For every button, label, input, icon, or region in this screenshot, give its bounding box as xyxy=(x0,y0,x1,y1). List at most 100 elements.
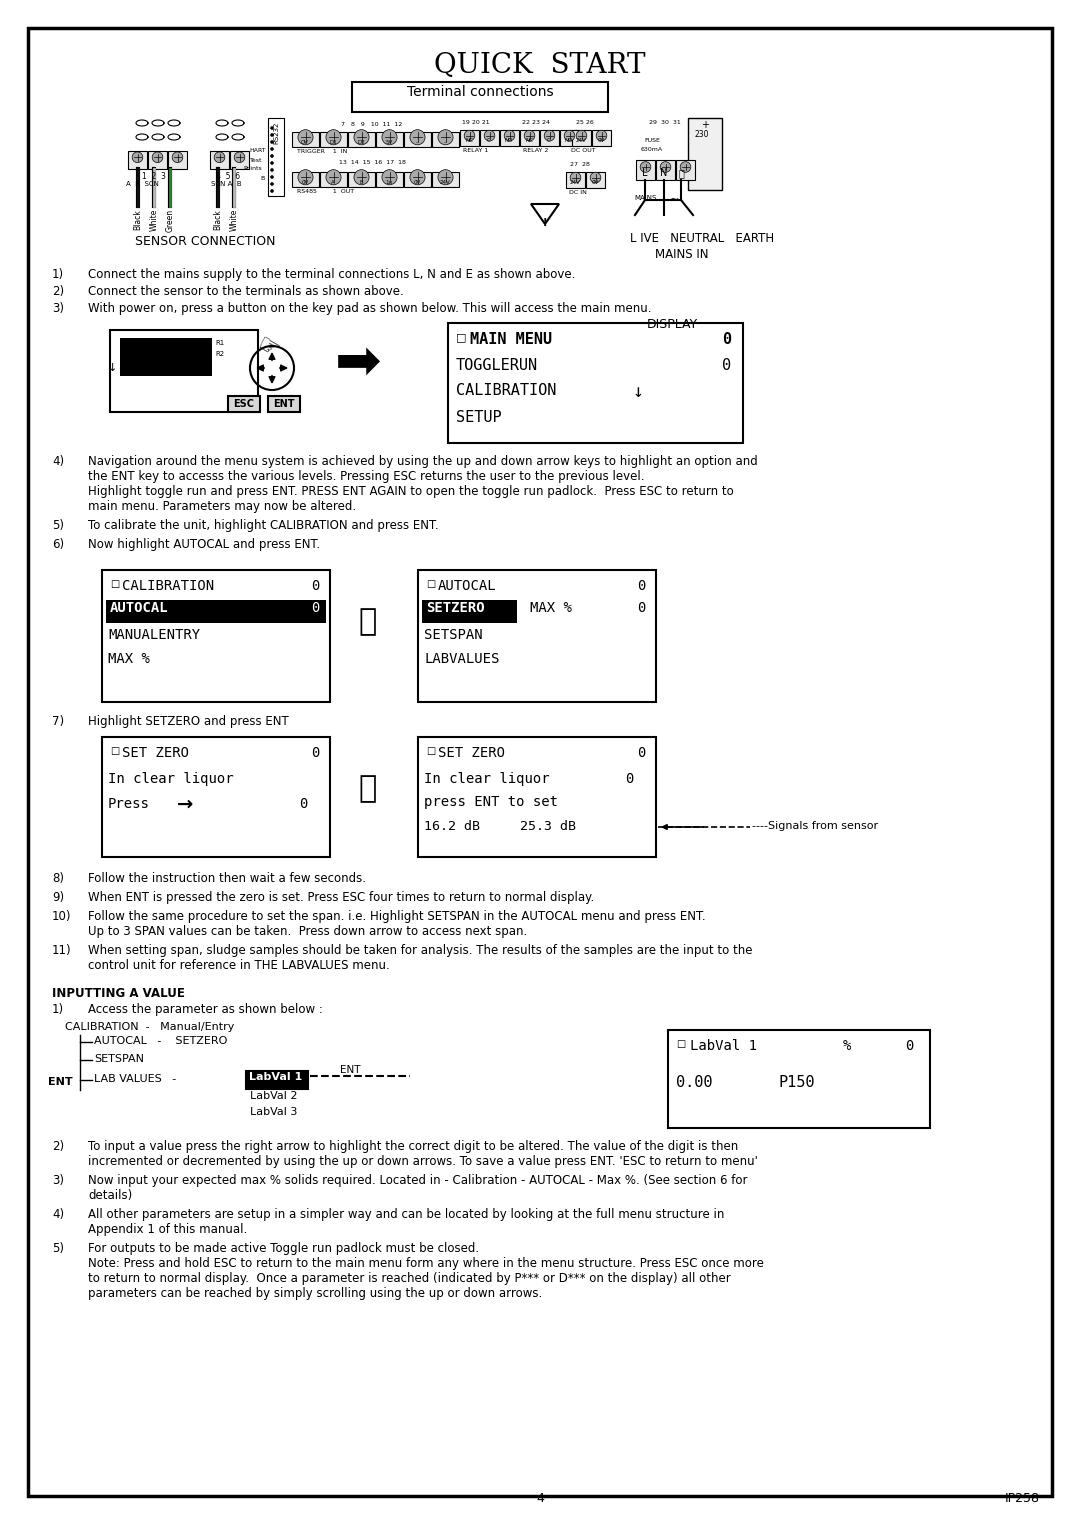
Text: Now input your expected max % solids required. Located in - Calibration - AUTOCA: Now input your expected max % solids req… xyxy=(87,1174,747,1186)
Bar xyxy=(268,118,284,195)
Text: 1  2  3: 1 2 3 xyxy=(143,173,166,182)
Text: ----Signals from sensor: ----Signals from sensor xyxy=(752,822,878,831)
Text: →: → xyxy=(177,796,193,814)
Text: Now highlight AUTOCAL and press ENT.: Now highlight AUTOCAL and press ENT. xyxy=(87,538,320,551)
Text: 5): 5) xyxy=(52,519,64,531)
Circle shape xyxy=(410,130,426,145)
Text: Access the parameter as shown below :: Access the parameter as shown below : xyxy=(87,1003,323,1015)
Bar xyxy=(246,1070,308,1089)
Circle shape xyxy=(504,130,515,140)
Text: N: N xyxy=(660,168,667,179)
Text: 16.2 dB     25.3 dB: 16.2 dB 25.3 dB xyxy=(424,820,576,834)
Circle shape xyxy=(270,168,274,173)
Text: A  B  SCN: A B SCN xyxy=(125,182,159,186)
Bar xyxy=(404,173,431,186)
Text: In clear liquor: In clear liquor xyxy=(108,773,233,786)
Text: AUTOCAL: AUTOCAL xyxy=(438,579,497,592)
Text: Follow the instruction then wait a few seconds.: Follow the instruction then wait a few s… xyxy=(87,872,366,886)
Text: ↓: ↓ xyxy=(633,383,644,402)
Text: 6): 6) xyxy=(52,538,64,551)
Circle shape xyxy=(270,127,274,130)
Text: □: □ xyxy=(110,747,119,756)
Circle shape xyxy=(438,169,454,185)
Text: 11): 11) xyxy=(52,944,71,957)
Text: 0V: 0V xyxy=(414,180,420,185)
Bar xyxy=(376,173,403,186)
Circle shape xyxy=(298,169,313,185)
Circle shape xyxy=(680,162,691,173)
Text: In clear liquor: In clear liquor xyxy=(424,773,550,786)
Text: 0: 0 xyxy=(312,579,320,592)
Text: 27  28: 27 28 xyxy=(570,162,590,166)
Bar xyxy=(268,395,300,412)
Text: With power on, press a button on the key pad as shown below. This will access th: With power on, press a button on the key… xyxy=(87,302,651,315)
Text: Connect the mains supply to the terminal connections L, N and E as shown above.: Connect the mains supply to the terminal… xyxy=(87,269,576,281)
Circle shape xyxy=(326,130,341,145)
Bar xyxy=(636,160,654,180)
Bar xyxy=(432,131,459,147)
Circle shape xyxy=(152,153,163,162)
Text: 3): 3) xyxy=(52,1174,64,1186)
Text: the ENT key to accesss the various levels. Pressing ESC returns the user to the : the ENT key to accesss the various level… xyxy=(87,470,645,483)
Text: SET ZERO: SET ZERO xyxy=(438,747,505,760)
Bar xyxy=(586,173,605,188)
Bar xyxy=(448,324,743,443)
Bar xyxy=(540,130,559,147)
Text: R1: R1 xyxy=(215,341,225,347)
Text: 0: 0 xyxy=(905,1038,913,1054)
Text: ESC: ESC xyxy=(233,399,255,409)
Text: Follow the same procedure to set the span. i.e. Highlight SETSPAN in the AUTOCAL: Follow the same procedure to set the spa… xyxy=(87,910,705,922)
Text: 24V: 24V xyxy=(576,137,586,144)
Text: 0: 0 xyxy=(625,773,634,786)
Bar xyxy=(566,173,585,188)
Text: A: A xyxy=(332,180,335,185)
Text: TOGGLERUN: TOGGLERUN xyxy=(456,357,538,373)
Text: 13  14  15  16  17  18: 13 14 15 16 17 18 xyxy=(338,160,405,165)
Text: 0.00: 0.00 xyxy=(676,1075,713,1090)
Bar xyxy=(519,130,539,147)
Bar xyxy=(418,738,656,857)
Text: SCN A  B: SCN A B xyxy=(211,182,241,186)
Text: 0V: 0V xyxy=(597,137,605,144)
Text: 5): 5) xyxy=(52,1241,64,1255)
Text: All other parameters are setup in a simpler way and can be located by looking at: All other parameters are setup in a simp… xyxy=(87,1208,725,1222)
Text: RELAY 1: RELAY 1 xyxy=(463,148,488,153)
Circle shape xyxy=(234,153,245,162)
Circle shape xyxy=(270,182,274,186)
Text: 24V: 24V xyxy=(569,180,580,185)
Text: 1): 1) xyxy=(52,269,64,281)
Text: OV: OV xyxy=(301,140,309,145)
Text: 0V: 0V xyxy=(301,180,309,185)
Text: QUICK  START: QUICK START xyxy=(434,52,646,79)
Circle shape xyxy=(326,169,341,185)
Bar xyxy=(561,130,579,147)
Bar xyxy=(320,131,347,147)
Text: To input a value press the right arrow to highlight the correct digit to be alte: To input a value press the right arrow t… xyxy=(87,1141,739,1153)
Text: 7   8   9   10  11  12: 7 8 9 10 11 12 xyxy=(341,122,403,127)
Bar xyxy=(676,160,696,180)
Bar xyxy=(120,337,212,376)
Text: DC OUT: DC OUT xyxy=(570,148,595,153)
Text: 5V: 5V xyxy=(386,140,393,145)
Text: FUSE: FUSE xyxy=(644,137,660,144)
Bar xyxy=(129,151,147,169)
Text: SENSOR CONNECTION: SENSOR CONNECTION xyxy=(135,235,275,247)
Text: 0V: 0V xyxy=(592,180,598,185)
Text: Green: Green xyxy=(165,209,175,232)
Text: AUTOCAL   -    SETZERO: AUTOCAL - SETZERO xyxy=(94,1035,228,1046)
Text: 630mA: 630mA xyxy=(640,147,663,153)
Bar xyxy=(292,131,319,147)
Text: Highlight SETZERO and press ENT: Highlight SETZERO and press ENT xyxy=(87,715,288,728)
Text: MAIN MENU: MAIN MENU xyxy=(470,331,552,347)
Bar xyxy=(500,130,519,147)
Text: 3): 3) xyxy=(52,302,64,315)
Circle shape xyxy=(570,173,581,183)
Text: NC: NC xyxy=(525,137,532,144)
Bar xyxy=(669,1031,930,1128)
Text: SETZERO: SETZERO xyxy=(426,602,485,615)
Text: C: C xyxy=(548,137,551,144)
Bar xyxy=(230,151,249,169)
Bar xyxy=(348,131,375,147)
Circle shape xyxy=(172,153,183,162)
Bar xyxy=(102,570,330,702)
